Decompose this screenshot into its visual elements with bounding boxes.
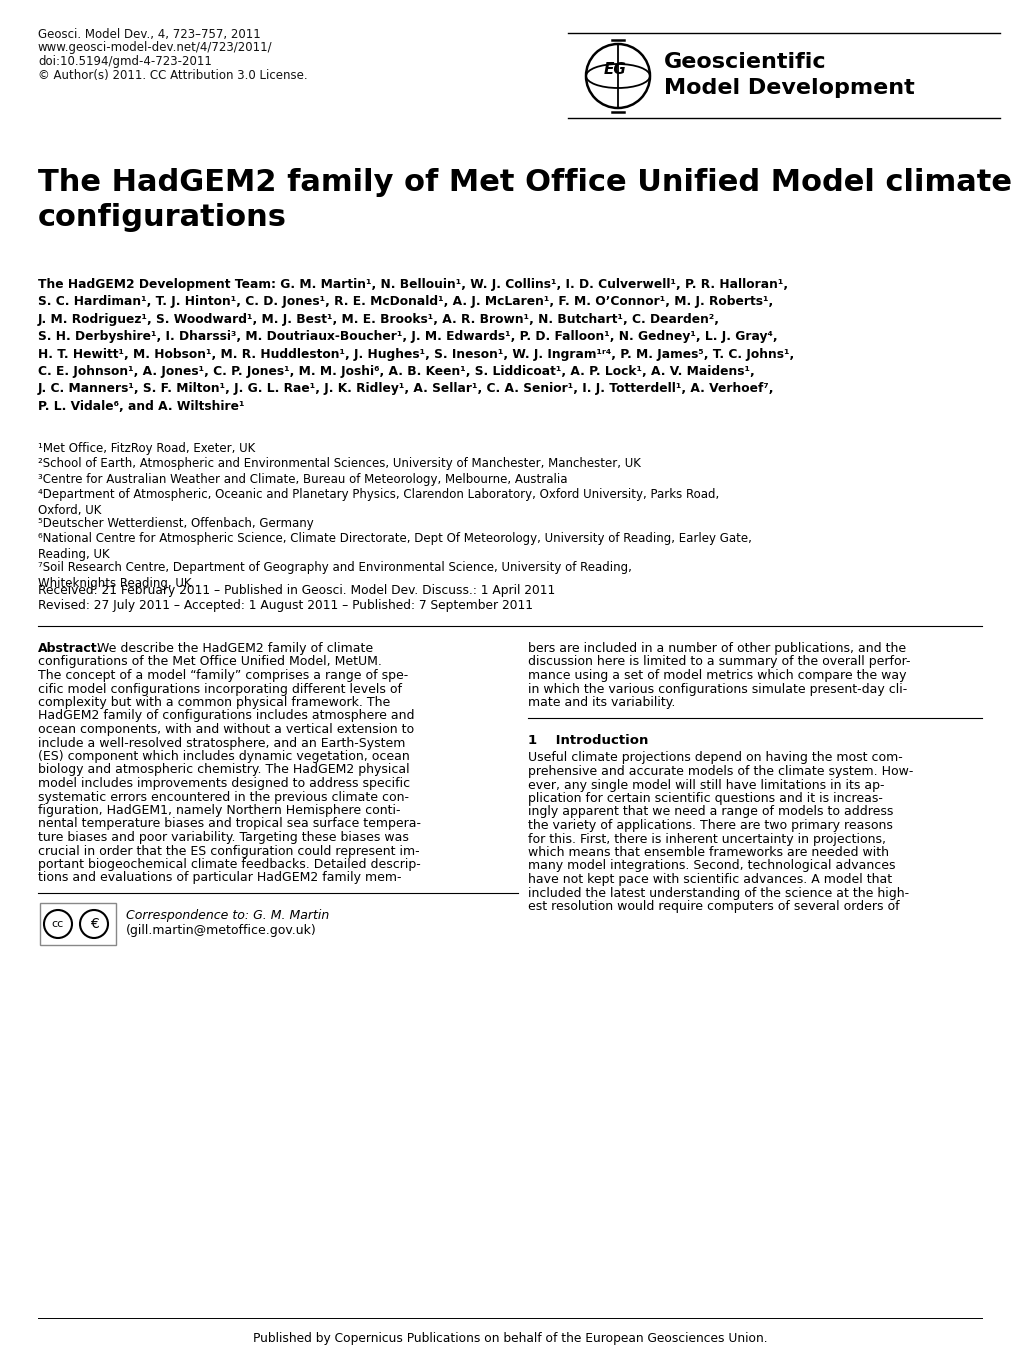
- Text: cific model configurations incorporating different levels of: cific model configurations incorporating…: [38, 682, 401, 695]
- Text: est resolution would require computers of several orders of: est resolution would require computers o…: [528, 900, 899, 913]
- Text: for this. First, there is inherent uncertainty in projections,: for this. First, there is inherent uncer…: [528, 833, 886, 846]
- Text: include a well-resolved stratosphere, and an Earth-System: include a well-resolved stratosphere, an…: [38, 737, 405, 749]
- Text: tions and evaluations of particular HadGEM2 family mem-: tions and evaluations of particular HadG…: [38, 872, 401, 885]
- Text: HadGEM2 family of configurations includes atmosphere and: HadGEM2 family of configurations include…: [38, 710, 414, 722]
- Text: ture biases and poor variability. Targeting these biases was: ture biases and poor variability. Target…: [38, 831, 409, 845]
- Text: ⁴Department of Atmospheric, Oceanic and Planetary Physics, Clarendon Laboratory,: ⁴Department of Atmospheric, Oceanic and …: [38, 488, 718, 516]
- Text: Abstract.: Abstract.: [38, 642, 102, 655]
- Text: discussion here is limited to a summary of the overall perfor-: discussion here is limited to a summary …: [528, 655, 910, 668]
- Text: ⁶National Centre for Atmospheric Science, Climate Directorate, Dept Of Meteorolo: ⁶National Centre for Atmospheric Science…: [38, 533, 751, 561]
- Text: mance using a set of model metrics which compare the way: mance using a set of model metrics which…: [528, 668, 906, 682]
- Text: Revised: 27 July 2011 – Accepted: 1 August 2011 – Published: 7 September 2011: Revised: 27 July 2011 – Accepted: 1 Augu…: [38, 599, 533, 612]
- Text: ¹Met Office, FitzRoy Road, Exeter, UK: ¹Met Office, FitzRoy Road, Exeter, UK: [38, 443, 255, 455]
- Text: in which the various configurations simulate present-day cli-: in which the various configurations simu…: [528, 682, 906, 695]
- Text: ²School of Earth, Atmospheric and Environmental Sciences, University of Manchest: ²School of Earth, Atmospheric and Enviro…: [38, 457, 640, 471]
- Text: Received: 21 February 2011 – Published in Geosci. Model Dev. Discuss.: 1 April 2: Received: 21 February 2011 – Published i…: [38, 584, 554, 597]
- Text: many model integrations. Second, technological advances: many model integrations. Second, technol…: [528, 859, 895, 873]
- Text: bers are included in a number of other publications, and the: bers are included in a number of other p…: [528, 642, 905, 655]
- Text: model includes improvements designed to address specific: model includes improvements designed to …: [38, 777, 410, 790]
- Bar: [40, 902, 116, 946]
- Text: (ES) component which includes dynamic vegetation, ocean: (ES) component which includes dynamic ve…: [38, 751, 410, 763]
- Text: nental temperature biases and tropical sea surface tempera-: nental temperature biases and tropical s…: [38, 818, 421, 830]
- Text: €: €: [90, 917, 98, 931]
- Text: We describe the HadGEM2 family of climate: We describe the HadGEM2 family of climat…: [89, 642, 373, 655]
- Text: www.geosci-model-dev.net/4/723/2011/: www.geosci-model-dev.net/4/723/2011/: [38, 42, 272, 55]
- Text: The HadGEM2 family of Met Office Unified Model climate
configurations: The HadGEM2 family of Met Office Unified…: [38, 168, 1011, 233]
- Text: plication for certain scientific questions and it is increas-: plication for certain scientific questio…: [528, 792, 882, 806]
- Text: Model Development: Model Development: [663, 78, 914, 98]
- Text: configurations of the Met Office Unified Model, MetUM.: configurations of the Met Office Unified…: [38, 655, 381, 668]
- Text: Correspondence to: G. M. Martin: Correspondence to: G. M. Martin: [126, 909, 329, 923]
- Text: EG: EG: [603, 62, 626, 78]
- Text: Geosci. Model Dev., 4, 723–757, 2011: Geosci. Model Dev., 4, 723–757, 2011: [38, 28, 261, 40]
- Text: Published by Copernicus Publications on behalf of the European Geosciences Union: Published by Copernicus Publications on …: [253, 1332, 766, 1345]
- Text: have not kept pace with scientific advances. A model that: have not kept pace with scientific advan…: [528, 873, 892, 886]
- Text: biology and atmospheric chemistry. The HadGEM2 physical: biology and atmospheric chemistry. The H…: [38, 764, 410, 776]
- Text: The HadGEM2 Development Team: G. M. Martin¹, N. Bellouin¹, W. J. Collins¹, I. D.: The HadGEM2 Development Team: G. M. Mart…: [38, 278, 794, 413]
- Text: figuration, HadGEM1, namely Northern Hemisphere conti-: figuration, HadGEM1, namely Northern Hem…: [38, 804, 400, 816]
- Text: ocean components, with and without a vertical extension to: ocean components, with and without a ver…: [38, 724, 414, 736]
- Text: included the latest understanding of the science at the high-: included the latest understanding of the…: [528, 886, 908, 900]
- Text: cc: cc: [52, 919, 64, 929]
- Text: complexity but with a common physical framework. The: complexity but with a common physical fr…: [38, 695, 390, 709]
- Text: Geoscientific: Geoscientific: [663, 52, 825, 73]
- Text: ³Centre for Australian Weather and Climate, Bureau of Meteorology, Melbourne, Au: ³Centre for Australian Weather and Clima…: [38, 472, 567, 486]
- Text: ingly apparent that we need a range of models to address: ingly apparent that we need a range of m…: [528, 806, 893, 819]
- Text: (gill.martin@metoffice.gov.uk): (gill.martin@metoffice.gov.uk): [126, 924, 317, 937]
- Text: mate and its variability.: mate and its variability.: [528, 695, 675, 709]
- Text: ⁵Deutscher Wetterdienst, Offenbach, Germany: ⁵Deutscher Wetterdienst, Offenbach, Germ…: [38, 516, 314, 530]
- Text: the variety of applications. There are two primary reasons: the variety of applications. There are t…: [528, 819, 892, 833]
- Text: 1    Introduction: 1 Introduction: [528, 733, 648, 746]
- Text: ever, any single model will still have limitations in its ap-: ever, any single model will still have l…: [528, 779, 883, 791]
- Text: The concept of a model “family” comprises a range of spe-: The concept of a model “family” comprise…: [38, 668, 408, 682]
- Text: Useful climate projections depend on having the most com-: Useful climate projections depend on hav…: [528, 752, 902, 764]
- Text: ⁷Soil Research Centre, Department of Geography and Environmental Science, Univer: ⁷Soil Research Centre, Department of Geo…: [38, 561, 631, 590]
- Text: which means that ensemble frameworks are needed with: which means that ensemble frameworks are…: [528, 846, 889, 859]
- Text: systematic errors encountered in the previous climate con-: systematic errors encountered in the pre…: [38, 791, 409, 803]
- Text: portant biogeochemical climate feedbacks. Detailed descrip-: portant biogeochemical climate feedbacks…: [38, 858, 421, 872]
- Text: © Author(s) 2011. CC Attribution 3.0 License.: © Author(s) 2011. CC Attribution 3.0 Lic…: [38, 69, 308, 82]
- Text: crucial in order that the ES configuration could represent im-: crucial in order that the ES configurati…: [38, 845, 419, 858]
- Text: prehensive and accurate models of the climate system. How-: prehensive and accurate models of the cl…: [528, 765, 912, 777]
- Text: doi:10.5194/gmd-4-723-2011: doi:10.5194/gmd-4-723-2011: [38, 55, 212, 69]
